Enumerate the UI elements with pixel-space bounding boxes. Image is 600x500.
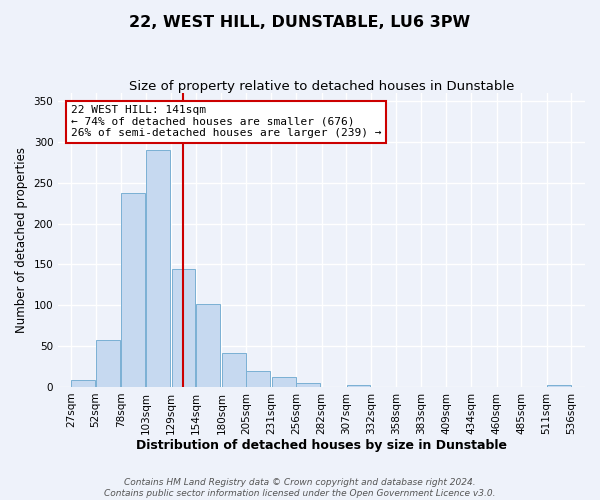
Bar	[146, 150, 170, 387]
Bar	[547, 386, 571, 387]
Bar	[296, 383, 320, 387]
Title: Size of property relative to detached houses in Dunstable: Size of property relative to detached ho…	[129, 80, 514, 93]
Bar	[71, 380, 95, 387]
Bar	[196, 304, 220, 387]
Bar	[96, 340, 119, 387]
Text: 22 WEST HILL: 141sqm
← 74% of detached houses are smaller (676)
26% of semi-deta: 22 WEST HILL: 141sqm ← 74% of detached h…	[71, 105, 382, 138]
Bar	[222, 352, 245, 387]
Bar	[246, 370, 270, 387]
Text: Contains HM Land Registry data © Crown copyright and database right 2024.
Contai: Contains HM Land Registry data © Crown c…	[104, 478, 496, 498]
Bar	[172, 268, 196, 387]
Bar	[272, 377, 296, 387]
Text: 22, WEST HILL, DUNSTABLE, LU6 3PW: 22, WEST HILL, DUNSTABLE, LU6 3PW	[130, 15, 470, 30]
Bar	[121, 192, 145, 387]
Y-axis label: Number of detached properties: Number of detached properties	[15, 147, 28, 333]
Bar	[347, 386, 370, 387]
X-axis label: Distribution of detached houses by size in Dunstable: Distribution of detached houses by size …	[136, 440, 507, 452]
